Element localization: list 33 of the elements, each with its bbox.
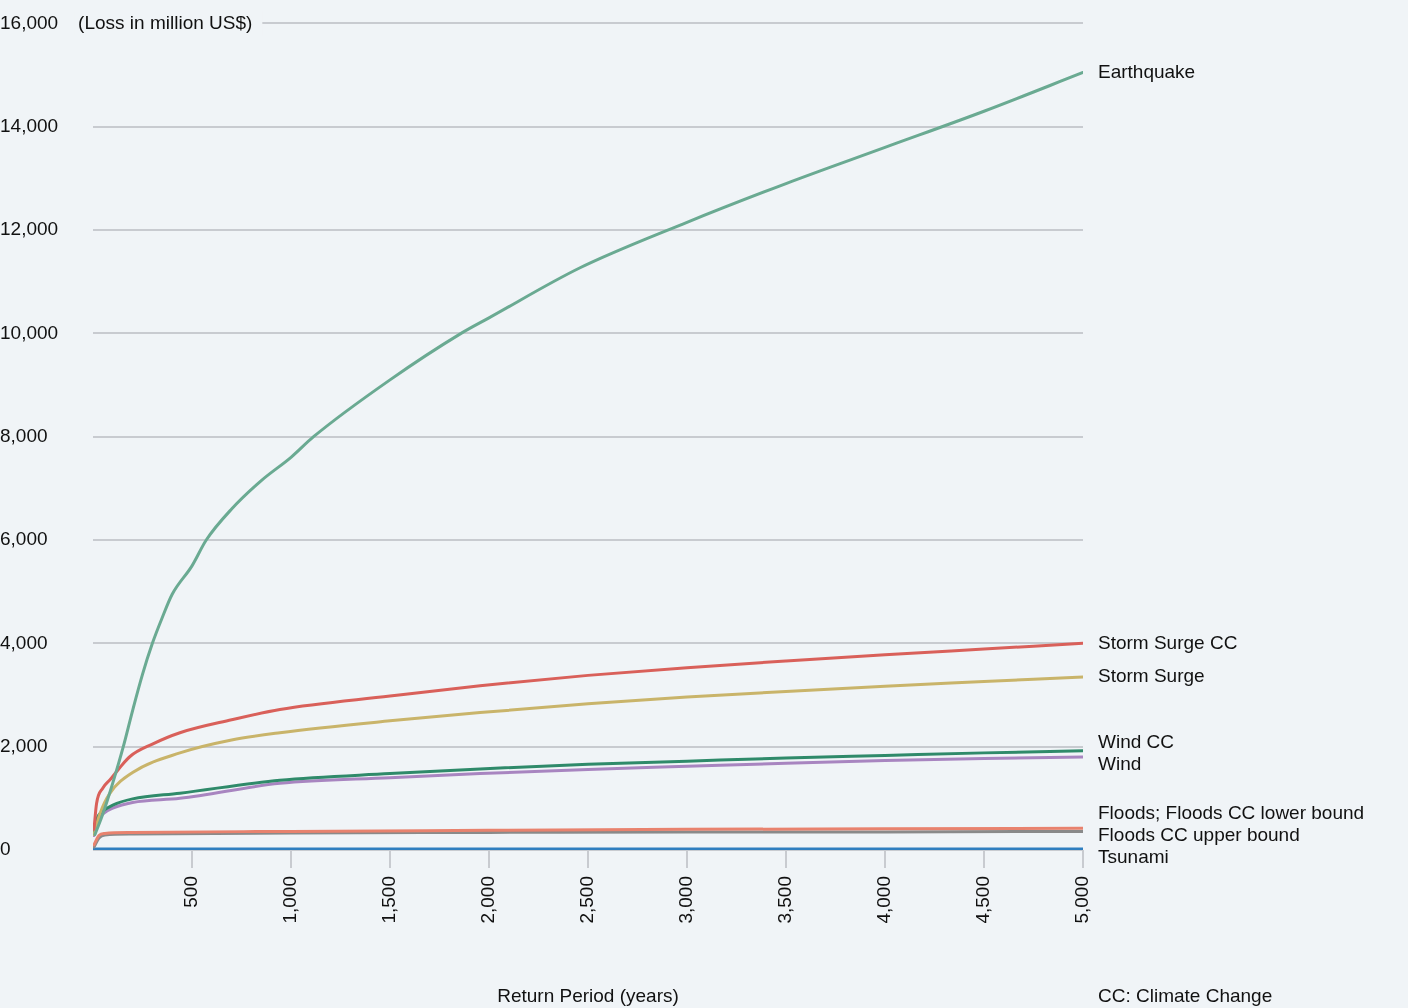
y-tick-label: 14,000 xyxy=(0,114,59,136)
series-label: Floods CC upper bound xyxy=(1098,824,1300,846)
y-tick-label: 8,000 xyxy=(0,424,48,446)
line-series xyxy=(93,675,1083,836)
series-label: Tsunami xyxy=(1098,846,1169,868)
y-tick-label: 12,000 xyxy=(0,218,59,240)
line-series xyxy=(93,641,1083,831)
series-label: Earthquake xyxy=(1098,60,1196,82)
x-tick-label: 2,000 xyxy=(477,876,499,924)
x-tick-label: 4,500 xyxy=(972,876,994,924)
x-tick-label: 3,500 xyxy=(774,876,796,924)
y-tick-label: 2,000 xyxy=(0,734,48,756)
y-tick-label: 4,000 xyxy=(0,631,48,653)
y-tick-label: 10,000 xyxy=(0,321,59,343)
x-tick-label: 2,500 xyxy=(576,876,598,924)
series-label: Storm Surge CC xyxy=(1098,631,1238,653)
x-tick-label: 5,000 xyxy=(1071,876,1093,924)
series-label: Wind CC xyxy=(1098,731,1175,753)
y-axis-title: (Loss in million US$) xyxy=(78,11,253,33)
x-tick-label: 1,500 xyxy=(378,876,400,924)
y-tick-label: 6,000 xyxy=(0,528,48,550)
y-tick-label: 16,000 xyxy=(0,11,59,33)
text: CC: Climate Change xyxy=(1098,984,1273,1006)
line-series xyxy=(93,70,1083,836)
x-tick-label: 4,000 xyxy=(873,876,895,924)
series-label: Wind xyxy=(1098,753,1142,775)
x-tick-label: 3,000 xyxy=(675,876,697,924)
x-tick-label: 1,000 xyxy=(279,876,301,924)
x-tick-label: 500 xyxy=(180,876,202,908)
series-label: Floods; Floods CC lower bound xyxy=(1098,802,1365,824)
x-axis-title: Return Period (years) xyxy=(497,984,679,1006)
series-label: Storm Surge xyxy=(1098,665,1205,687)
y-tick-label: 0 xyxy=(0,838,11,860)
